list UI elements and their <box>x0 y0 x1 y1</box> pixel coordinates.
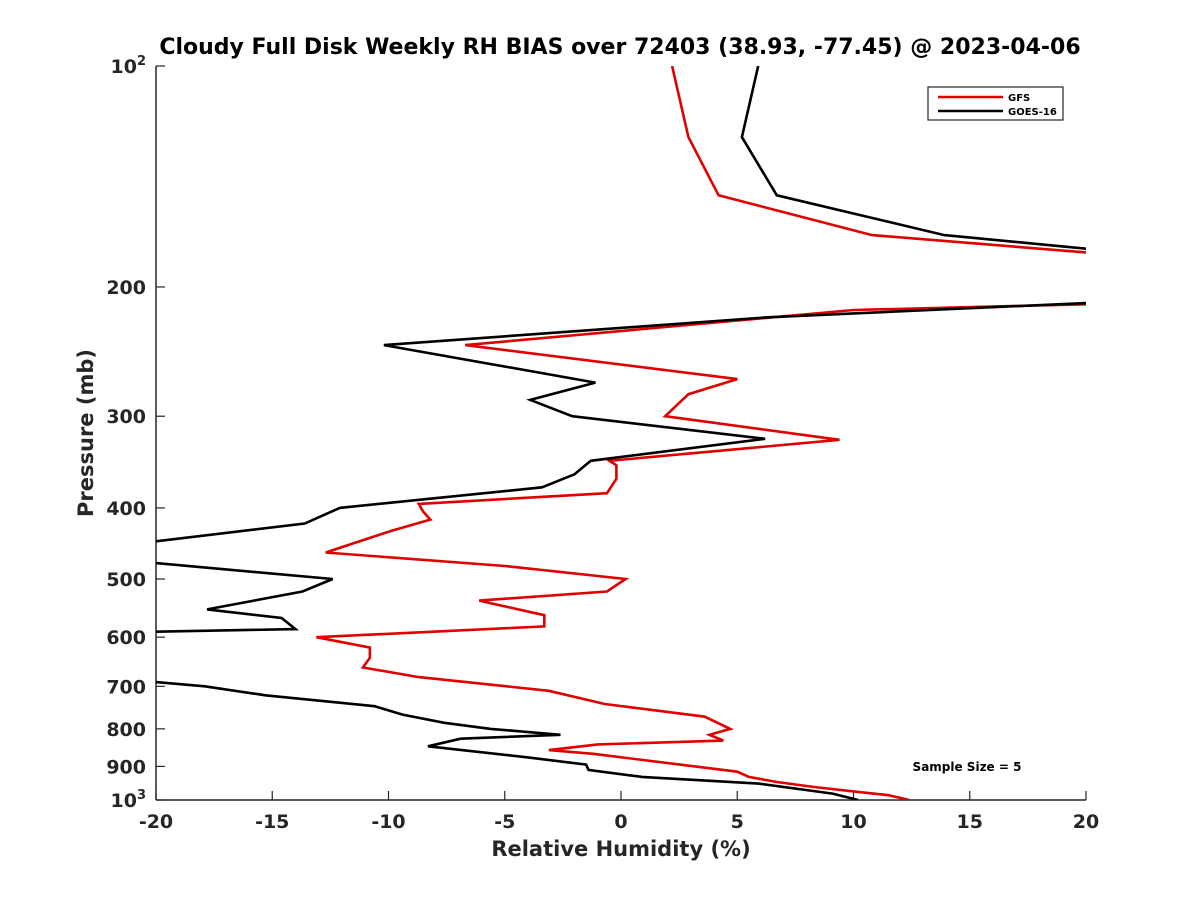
series-line-goes-16 <box>156 66 1086 800</box>
y-tick-label: 600 <box>106 627 146 649</box>
y-tick-label: 200 <box>106 277 146 299</box>
legend-entry: GOES-16 <box>1008 107 1057 118</box>
x-tick-label: -10 <box>371 811 405 833</box>
chart-title: Cloudy Full Disk Weekly RH BIAS over 724… <box>159 35 1080 60</box>
y-tick-label: 300 <box>106 406 146 428</box>
legend-entry: GFS <box>1008 93 1030 104</box>
x-tick-label: 5 <box>731 811 744 833</box>
x-tick-label: 10 <box>840 811 866 833</box>
y-tick-label: 500 <box>106 569 146 591</box>
legend-box <box>927 86 1064 121</box>
y-axis-label: Pressure (mb) <box>74 349 98 517</box>
y-tick-label: 400 <box>106 498 146 520</box>
series-line-gfs <box>316 66 1086 800</box>
x-tick-label: 20 <box>1073 811 1099 833</box>
x-tick-label: -20 <box>139 811 173 833</box>
y-tick-label: 900 <box>106 756 146 778</box>
legend: GFS GOES-16 <box>927 86 1064 121</box>
plot-area <box>155 66 1086 801</box>
y-axis-ticks: 102 200 300 400 500 600 700 800 900 103 <box>106 54 165 812</box>
y-tick-label: 800 <box>106 719 146 741</box>
series-layer <box>156 66 1086 800</box>
x-axis-label: Relative Humidity (%) <box>491 837 750 861</box>
x-axis-ticks: -20 -15 -10 -5 0 5 10 15 20 <box>139 791 1099 833</box>
x-tick-label: 15 <box>957 811 983 833</box>
y-tick-label: 102 <box>111 54 147 78</box>
x-tick-label: -5 <box>494 811 515 833</box>
y-tick-label: 700 <box>106 676 146 698</box>
sample-size-annotation: Sample Size = 5 <box>913 760 1022 774</box>
x-tick-label: 0 <box>614 811 627 833</box>
y-tick-label: 103 <box>111 788 147 812</box>
x-tick-label: -15 <box>255 811 289 833</box>
